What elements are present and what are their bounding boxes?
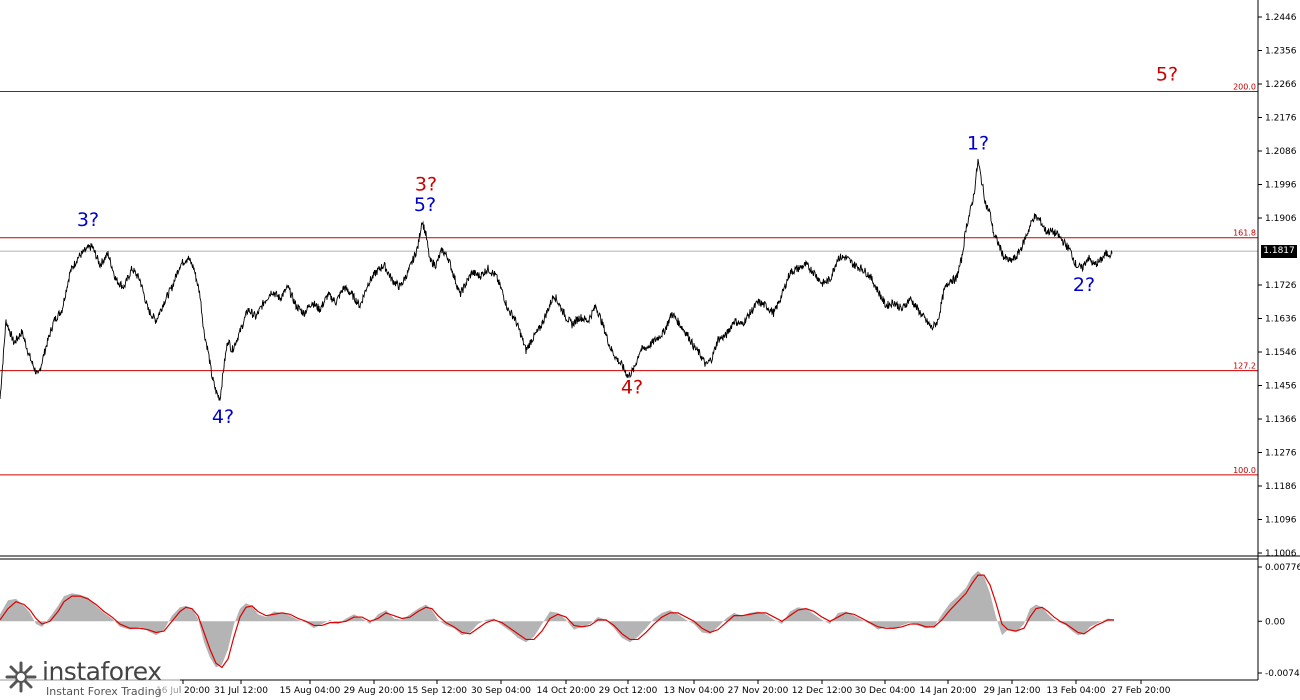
- oscillator-histogram: [0, 570, 1114, 668]
- wave-label: 5?: [1156, 64, 1178, 86]
- y-tick-label: 1.1006: [1265, 549, 1297, 559]
- y-tick-label: 1.1456: [1265, 382, 1297, 392]
- x-tick-label: 14 Oct 20:00: [537, 686, 596, 696]
- x-tick-label: 30 Dec 04:00: [855, 686, 916, 696]
- x-tick-label: 31 Jul 12:00: [214, 686, 268, 696]
- x-tick-label: 14 Jan 20:00: [920, 686, 977, 696]
- fibonacci-levels: 200.0 161.8 127.2 100.0: [0, 82, 1258, 476]
- y-tick-label: 1.1186: [1265, 482, 1297, 492]
- brand-logo: instaforex Instant Forex Trading: [0, 656, 180, 700]
- x-tick-label: 12 Dec 12:00: [792, 686, 853, 696]
- y-tick-label: 1.2086: [1265, 147, 1297, 157]
- y-tick-label: 1.2266: [1265, 80, 1297, 90]
- x-tick-label: 16 Jul 20:00: [156, 686, 210, 696]
- logo-text: instaforex: [42, 657, 162, 686]
- wave-label: 1?: [967, 133, 989, 155]
- x-tick-label: 15 Aug 04:00: [280, 686, 341, 696]
- wave-label: 4?: [621, 376, 643, 398]
- oscillator-signal-line: [0, 574, 1114, 669]
- x-tick-label: 13 Feb 04:00: [1046, 686, 1105, 696]
- wave-label: 5?: [414, 194, 436, 216]
- wave-label: 4?: [212, 406, 234, 428]
- y-tick-label: 1.2176: [1265, 114, 1297, 124]
- y-tick-label: 1.1996: [1265, 181, 1297, 191]
- wave-labels: 3?4?3?5?4?1?2?5?: [77, 64, 1178, 428]
- fib-label: 200.0: [1233, 82, 1256, 91]
- y-tick-label: 1.1276: [1265, 449, 1297, 459]
- y-tick-label: 1.1636: [1265, 315, 1297, 325]
- x-tick-label: 27 Feb 20:00: [1111, 686, 1170, 696]
- x-tick-label: 27 Nov 20:00: [728, 686, 789, 696]
- x-tick-label: 30 Sep 04:00: [471, 686, 531, 696]
- y-tick-label: 1.2356: [1265, 47, 1297, 57]
- instaforex-logo-icon: [5, 661, 37, 693]
- y-tick-label: 1.1906: [1265, 214, 1297, 224]
- fib-label: 100.0: [1233, 466, 1256, 475]
- last-price-tag: 1.1817: [1261, 245, 1297, 258]
- x-tick-label: 13 Nov 04:00: [664, 686, 725, 696]
- price-line: [0, 158, 1113, 402]
- fib-label: 127.2: [1233, 362, 1256, 371]
- oscillator-panel: [0, 570, 1114, 669]
- x-tick-label: 29 Oct 12:00: [599, 686, 658, 696]
- y-tick-label: 1.1096: [1265, 516, 1297, 526]
- y-tick-label: 1.1726: [1265, 281, 1297, 291]
- wave-label: 3?: [77, 209, 99, 231]
- osc-y-tick-label: 0.00776: [1265, 563, 1300, 573]
- fib-label: 161.8: [1233, 229, 1256, 238]
- x-tick-label: 29 Aug 20:00: [344, 686, 405, 696]
- x-tick-label: 29 Jan 12:00: [984, 686, 1041, 696]
- y-tick-label: 1.1366: [1265, 415, 1297, 425]
- x-tick-label: 15 Sep 12:00: [407, 686, 467, 696]
- wave-label: 2?: [1073, 274, 1095, 296]
- logo-subtitle: Instant Forex Trading: [46, 685, 162, 698]
- osc-y-tick-label: -0.0074: [1265, 669, 1300, 679]
- y-tick-label: 1.1546: [1265, 348, 1297, 358]
- y-tick-label: 1.2446: [1265, 13, 1297, 23]
- osc-y-tick-label: 0.00: [1265, 617, 1285, 627]
- wave-label: 3?: [415, 173, 437, 195]
- price-series: [0, 158, 1258, 402]
